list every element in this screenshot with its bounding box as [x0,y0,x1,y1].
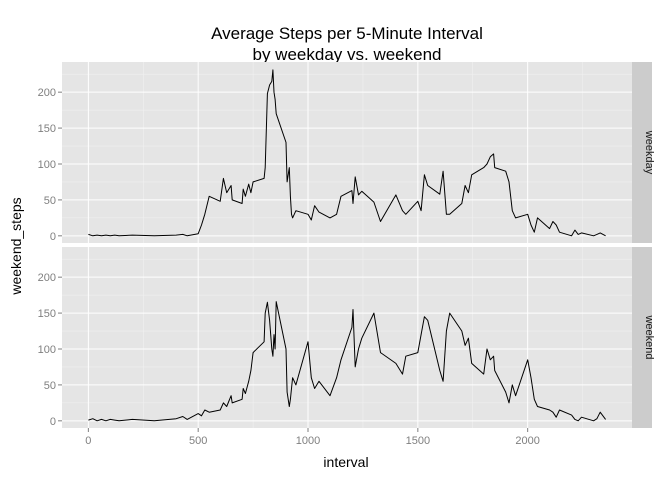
y-tick-label: 50 [44,195,56,207]
y-tick-label: 100 [38,344,56,356]
x-tick-label: 0 [85,435,91,447]
chart-subtitle: by weekday vs. weekend [253,45,442,64]
series-line-weekend [88,301,606,422]
y-tick-label: 150 [38,123,56,135]
facet-strip-label: weekday [643,130,655,175]
facet-strip [632,62,652,243]
x-tick-label: 1500 [406,435,430,447]
y-tick-label: 100 [38,159,56,171]
x-tick-label: 1000 [296,435,320,447]
y-tick-label: 50 [44,380,56,392]
panel-weekend: 0 50 100 150 200 weekend [38,247,655,428]
facet-strip [632,247,652,428]
x-tick-label: 500 [189,435,207,447]
panel-background [62,247,632,428]
x-tick-label: 2000 [515,435,539,447]
y-tick-label: 0 [50,416,56,428]
y-tick-label: 0 [50,231,56,243]
panel-weekday: 0 50 100 150 200 weekday [38,62,655,243]
y-axis-title: weekend_steps [8,197,24,295]
y-tick-label: 150 [38,308,56,320]
y-tick-label: 200 [38,272,56,284]
x-axis-title: interval [323,454,368,470]
panel-background [62,62,632,243]
facet-strip-label: weekend [643,314,655,359]
facet-panels: 0 50 100 150 200 weekday 0 50 100 150 200 weekend 0 5… [38,62,655,447]
series-line-weekday [88,69,606,237]
y-tick-label: 200 [38,87,56,99]
chart-title: Average Steps per 5-Minute Interval [211,24,483,43]
